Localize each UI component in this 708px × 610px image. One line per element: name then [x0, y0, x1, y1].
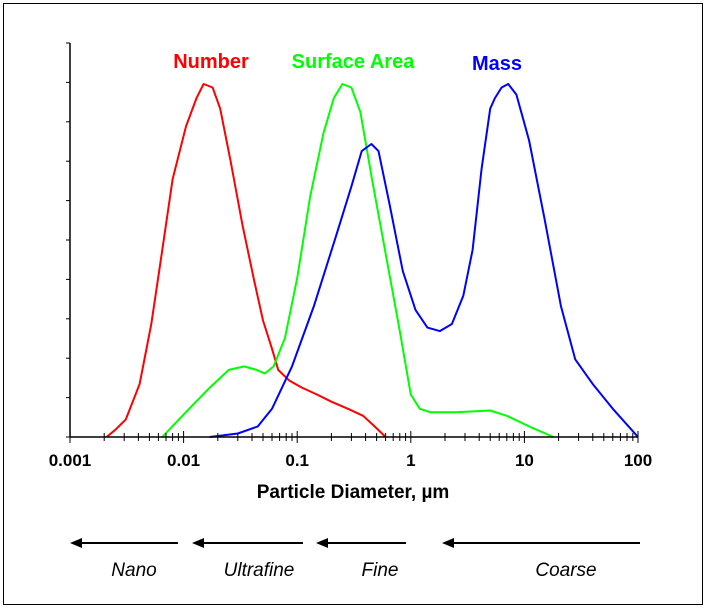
- range-label-fine: Fine: [362, 560, 399, 581]
- series-label-number: Number: [173, 51, 249, 73]
- series-label-mass: Mass: [472, 53, 522, 75]
- arrowhead-ultrafine: [192, 538, 204, 548]
- chart-frame: [3, 3, 703, 605]
- range-label-nano: Nano: [111, 560, 156, 581]
- series-curves: [105, 83, 639, 438]
- x-tick-label: 10: [515, 451, 534, 470]
- series-line-number: [105, 83, 387, 438]
- x-tick-label: 0.01: [167, 451, 200, 470]
- series-line-mass: [209, 83, 639, 438]
- range-label-coarse: Coarse: [535, 560, 596, 581]
- x-tick-label: 0.001: [49, 451, 92, 470]
- arrowhead-nano: [70, 538, 82, 548]
- x-tick-label: 100: [624, 451, 652, 470]
- arrowhead-fine: [316, 538, 328, 548]
- series-line-surface-area: [161, 83, 554, 438]
- size-range-arrows: Nano Ultrafine Fine Coarse: [70, 538, 640, 581]
- x-axis-title: Particle Diameter, µm: [257, 482, 450, 503]
- range-label-ultrafine: Ultrafine: [224, 560, 295, 581]
- x-tick-label: 1: [406, 451, 415, 470]
- x-tick-labels: 0.001 0.01 0.1 1 10 100: [49, 451, 652, 470]
- arrowhead-coarse: [442, 538, 454, 548]
- x-tick-label: 0.1: [285, 451, 309, 470]
- series-label-surface-area: Surface Area: [292, 51, 416, 73]
- axes: [66, 42, 639, 443]
- series-labels: Number Surface Area Mass: [173, 51, 522, 75]
